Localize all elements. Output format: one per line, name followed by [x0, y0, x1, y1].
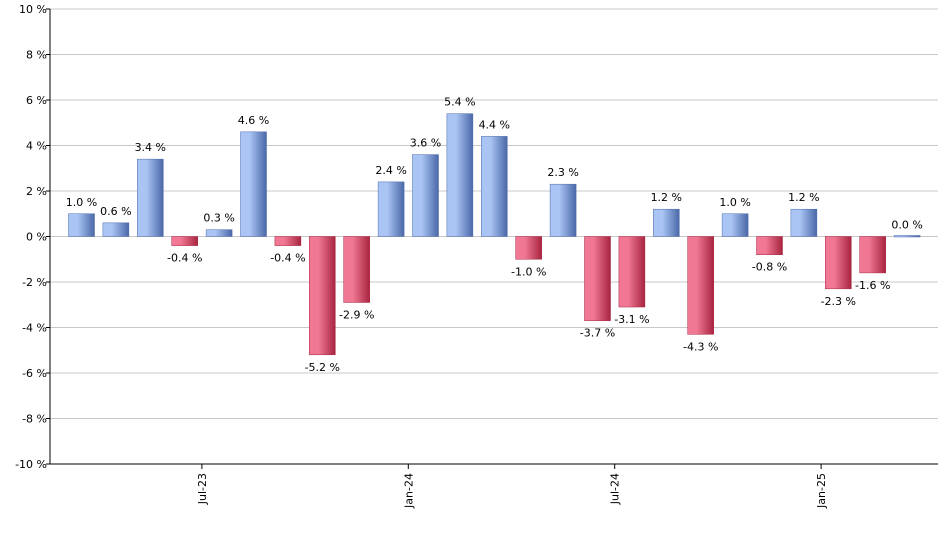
data-label: 2.3 %	[547, 166, 578, 179]
y-tick-label: 4 %	[26, 140, 47, 153]
y-tick-label: -6 %	[22, 367, 47, 380]
bar	[756, 236, 783, 255]
data-label: -2.3 %	[821, 295, 856, 308]
y-tick-label: -4 %	[22, 322, 47, 335]
bar	[274, 236, 302, 246]
y-tick-label: 0 %	[26, 231, 47, 244]
data-label: 4.4 %	[479, 118, 510, 131]
axes	[49, 9, 938, 465]
data-label: 1.2 %	[788, 191, 819, 204]
bar	[653, 208, 680, 237]
bar	[102, 222, 130, 237]
bar	[205, 229, 233, 237]
bar	[859, 236, 886, 274]
bar	[721, 213, 749, 237]
y-tick-label: -2 %	[22, 276, 47, 289]
bar	[68, 213, 95, 237]
bar	[687, 236, 714, 335]
bars	[68, 113, 921, 356]
x-tick-label: Jan-24	[402, 473, 415, 509]
data-label: -5.2 %	[305, 361, 340, 374]
bar	[893, 235, 921, 238]
bar	[343, 236, 370, 303]
data-label: -0.8 %	[752, 261, 787, 274]
data-label: -2.9 %	[339, 308, 374, 321]
x-tick-label: Jan-25	[815, 473, 828, 509]
data-label: 1.0 %	[719, 196, 750, 209]
bar	[790, 208, 818, 237]
x-tick-label: Jul-23	[196, 473, 209, 505]
bar	[240, 131, 267, 237]
bar	[377, 181, 405, 237]
bar	[309, 236, 336, 356]
data-label: 3.4 %	[135, 141, 166, 154]
bar	[549, 183, 577, 237]
bar	[481, 136, 508, 237]
bar	[618, 236, 646, 308]
data-label: -4.3 %	[683, 340, 718, 353]
data-label: -0.4 %	[270, 252, 305, 265]
y-tick-label: -10 %	[15, 458, 47, 471]
data-label: 1.0 %	[66, 196, 97, 209]
bar	[515, 236, 542, 260]
data-label: 3.6 %	[410, 137, 441, 150]
data-label: -3.7 %	[580, 327, 615, 340]
bar	[446, 113, 474, 237]
data-label: 0.3 %	[203, 212, 234, 225]
data-label: 0.0 %	[891, 219, 922, 232]
bar	[584, 236, 611, 321]
data-label: 1.2 %	[651, 191, 682, 204]
bar	[171, 236, 198, 246]
data-label: -3.1 %	[614, 313, 649, 326]
y-axis-ticks: 10 % 8 % 6 % 4 % 2 % 0 % -2 % -4 % -6 % -8 % -10 %	[15, 3, 50, 471]
bar	[412, 154, 439, 237]
data-label: 0.6 %	[100, 205, 131, 218]
data-label: 2.4 %	[375, 164, 406, 177]
y-tick-label: -8 %	[22, 413, 47, 426]
x-tick-label: Jul-24	[609, 473, 622, 505]
data-label: 4.6 %	[238, 114, 269, 127]
y-tick-label: 2 %	[26, 185, 47, 198]
x-axis-ticks: Jul-23 Jan-24 Jul-24 Jan-25	[196, 464, 828, 509]
data-labels: 1.0 %0.6 %3.4 %-0.4 %0.3 %4.6 %-0.4 %-5.…	[66, 96, 923, 374]
data-label: -1.0 %	[511, 265, 546, 278]
bar	[137, 158, 164, 237]
y-tick-label: 8 %	[26, 49, 47, 62]
y-tick-label: 10 %	[19, 3, 47, 16]
data-label: -0.4 %	[167, 252, 202, 265]
y-tick-label: 6 %	[26, 94, 47, 107]
data-label: -1.6 %	[855, 279, 890, 292]
data-label: 5.4 %	[444, 96, 475, 109]
bar	[825, 236, 852, 290]
